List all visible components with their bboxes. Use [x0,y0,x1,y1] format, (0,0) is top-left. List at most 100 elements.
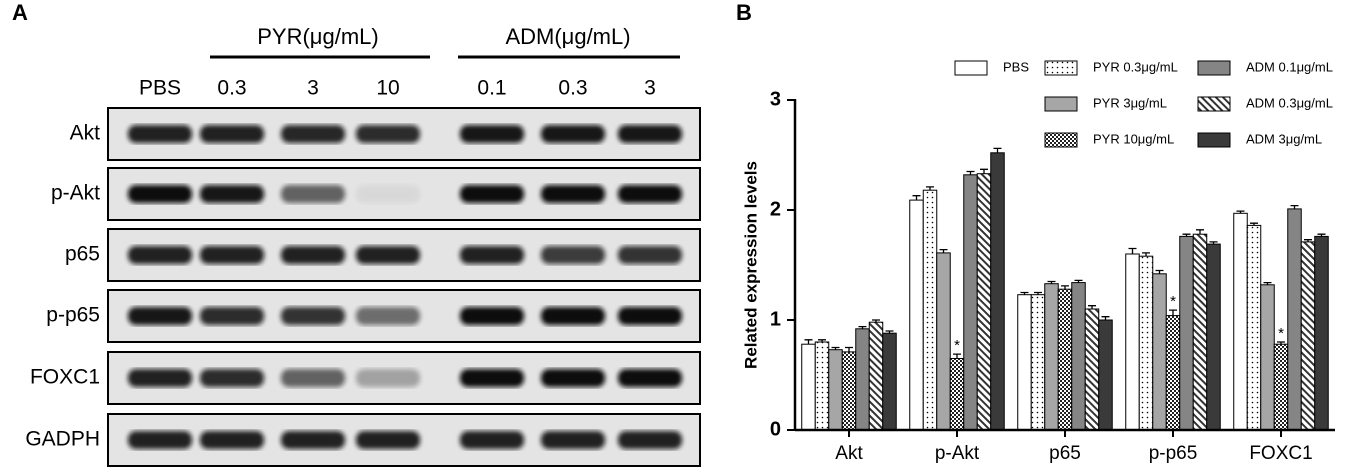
bar [1192,233,1208,431]
error-bar [939,248,948,253]
error-bar [1290,204,1299,209]
group-label: PYR(μg/mL) [257,24,378,49]
bar [1179,235,1194,431]
panel-label: B [736,0,752,25]
band [128,307,192,325]
error-bar [1088,305,1096,309]
error-bar [818,339,826,342]
bar [1260,284,1275,431]
bar [1165,315,1181,431]
bar [801,343,816,431]
lane-label: 0.3 [217,77,246,100]
error-bar [1034,291,1042,295]
band [541,246,605,264]
group-label: ADM(μg/mL) [505,24,630,49]
bar [1057,288,1073,431]
band [460,125,524,143]
error-bar [1142,252,1150,257]
error-bar [1263,281,1272,285]
band [128,369,192,387]
error-bar [1277,341,1285,345]
error-bar [953,353,961,359]
band [200,307,264,325]
y-tick-label: 0 [770,418,781,440]
legend-swatch [1044,60,1078,76]
band [460,369,524,387]
band [618,431,682,449]
bar [1098,319,1113,431]
legend-swatch [1197,96,1231,112]
y-tick-label: 3 [770,88,781,110]
legend-swatch [1197,132,1231,148]
lane-label: 0.3 [558,77,587,100]
legend-label: ADM 0.1μg/mL [1246,59,1333,74]
band [281,307,345,325]
error-bar [1250,222,1258,226]
bar [936,252,951,431]
legend-label: PYR 0.3μg/mL [1093,59,1178,74]
y-tick-label: 2 [770,198,781,220]
bar [949,358,965,431]
bar [882,332,897,431]
band [200,369,264,387]
y-axis-label: Related expression levels [741,161,760,369]
bar [1314,235,1329,431]
bar [1300,241,1316,431]
band [541,369,605,387]
legend-swatch [1044,96,1078,112]
legend-label: PYR 3μg/mL [1093,95,1167,110]
error-bar [1155,269,1164,274]
legend-label: ADM 0.3μg/mL [1246,95,1333,110]
row-label: Akt [70,122,101,145]
band [541,431,605,449]
bar [855,328,870,431]
legend-swatch [954,60,988,76]
bar [1206,243,1221,431]
significance: * [1170,293,1176,310]
band [618,246,682,264]
error-bar [1074,279,1083,283]
x-tick-label: p-Akt [935,443,980,464]
error-bar [1209,241,1218,245]
band [356,369,420,387]
bar [1084,308,1100,431]
lane-label: 3 [307,77,319,100]
bar [868,321,884,431]
bar [814,341,830,431]
x-tick-label: FOXC1 [1249,443,1312,464]
band [541,307,605,325]
bar [1233,212,1248,431]
bar [1125,253,1140,431]
error-bar [980,168,988,174]
band [460,246,524,264]
error-bar [885,330,894,334]
band [128,431,192,449]
bar [1030,294,1046,431]
band [460,431,524,449]
band [281,246,345,264]
row-label: p-p65 [46,304,100,327]
error-bar [1101,316,1110,320]
legend-label: PYR 10μg/mL [1093,131,1174,146]
error-bar [1317,233,1326,237]
bar [1138,255,1154,431]
lane-label: 0.1 [477,77,506,100]
error-bar [1169,309,1177,316]
error-bar [1304,239,1312,242]
band [281,185,345,203]
error-bar [1196,229,1204,235]
band [200,125,264,143]
bar [1152,273,1167,431]
band [128,125,192,143]
bar [990,152,1005,431]
legend-label: ADM 3μg/mL [1246,131,1322,146]
band [356,307,420,325]
error-bar [1020,291,1029,295]
error-bar [926,186,934,191]
band [200,431,264,449]
band [356,246,420,264]
band [356,125,420,143]
bar [909,199,924,431]
error-bar [872,319,880,323]
